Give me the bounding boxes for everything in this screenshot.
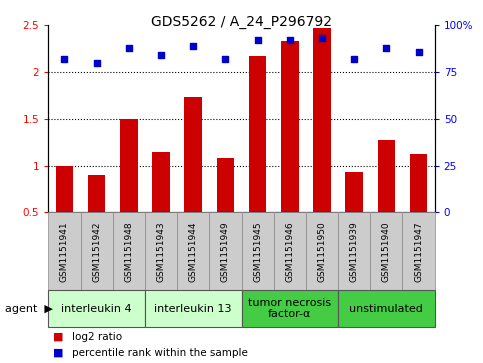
Text: unstimulated: unstimulated <box>350 303 423 314</box>
Text: ■: ■ <box>53 348 64 358</box>
Text: GSM1151940: GSM1151940 <box>382 221 391 282</box>
Text: percentile rank within the sample: percentile rank within the sample <box>72 348 248 358</box>
Bar <box>216 158 234 212</box>
Bar <box>249 56 267 212</box>
Point <box>350 56 358 62</box>
Text: GSM1151939: GSM1151939 <box>350 221 359 282</box>
Text: interleukin 13: interleukin 13 <box>155 303 232 314</box>
Point <box>157 52 165 58</box>
Point <box>125 45 133 51</box>
Text: GSM1151947: GSM1151947 <box>414 221 423 282</box>
Point <box>60 56 68 62</box>
Text: GSM1151945: GSM1151945 <box>253 221 262 282</box>
Text: GSM1151941: GSM1151941 <box>60 221 69 282</box>
Point <box>254 37 261 43</box>
Point <box>189 43 197 49</box>
Text: interleukin 4: interleukin 4 <box>61 303 132 314</box>
Bar <box>378 140 395 212</box>
Bar <box>345 172 363 212</box>
Text: GSM1151942: GSM1151942 <box>92 221 101 282</box>
Text: ■: ■ <box>53 331 64 342</box>
Text: GSM1151946: GSM1151946 <box>285 221 294 282</box>
Point <box>383 45 390 51</box>
Bar <box>313 28 331 212</box>
Bar <box>88 175 105 212</box>
Text: log2 ratio: log2 ratio <box>72 331 123 342</box>
Text: GDS5262 / A_24_P296792: GDS5262 / A_24_P296792 <box>151 15 332 29</box>
Text: GSM1151950: GSM1151950 <box>317 221 327 282</box>
Point <box>222 56 229 62</box>
Text: GSM1151943: GSM1151943 <box>156 221 166 282</box>
Bar <box>410 154 427 212</box>
Text: tumor necrosis
factor-α: tumor necrosis factor-α <box>248 298 331 319</box>
Bar <box>185 97 202 212</box>
Text: GSM1151944: GSM1151944 <box>189 221 198 282</box>
Point <box>415 49 423 54</box>
Text: GSM1151949: GSM1151949 <box>221 221 230 282</box>
Point <box>318 36 326 41</box>
Bar <box>120 119 138 212</box>
Bar <box>56 166 73 212</box>
Bar <box>281 41 298 212</box>
Point <box>93 60 100 66</box>
Point <box>286 37 294 43</box>
Text: agent  ▶: agent ▶ <box>5 303 53 314</box>
Bar <box>152 152 170 212</box>
Text: GSM1151948: GSM1151948 <box>124 221 133 282</box>
